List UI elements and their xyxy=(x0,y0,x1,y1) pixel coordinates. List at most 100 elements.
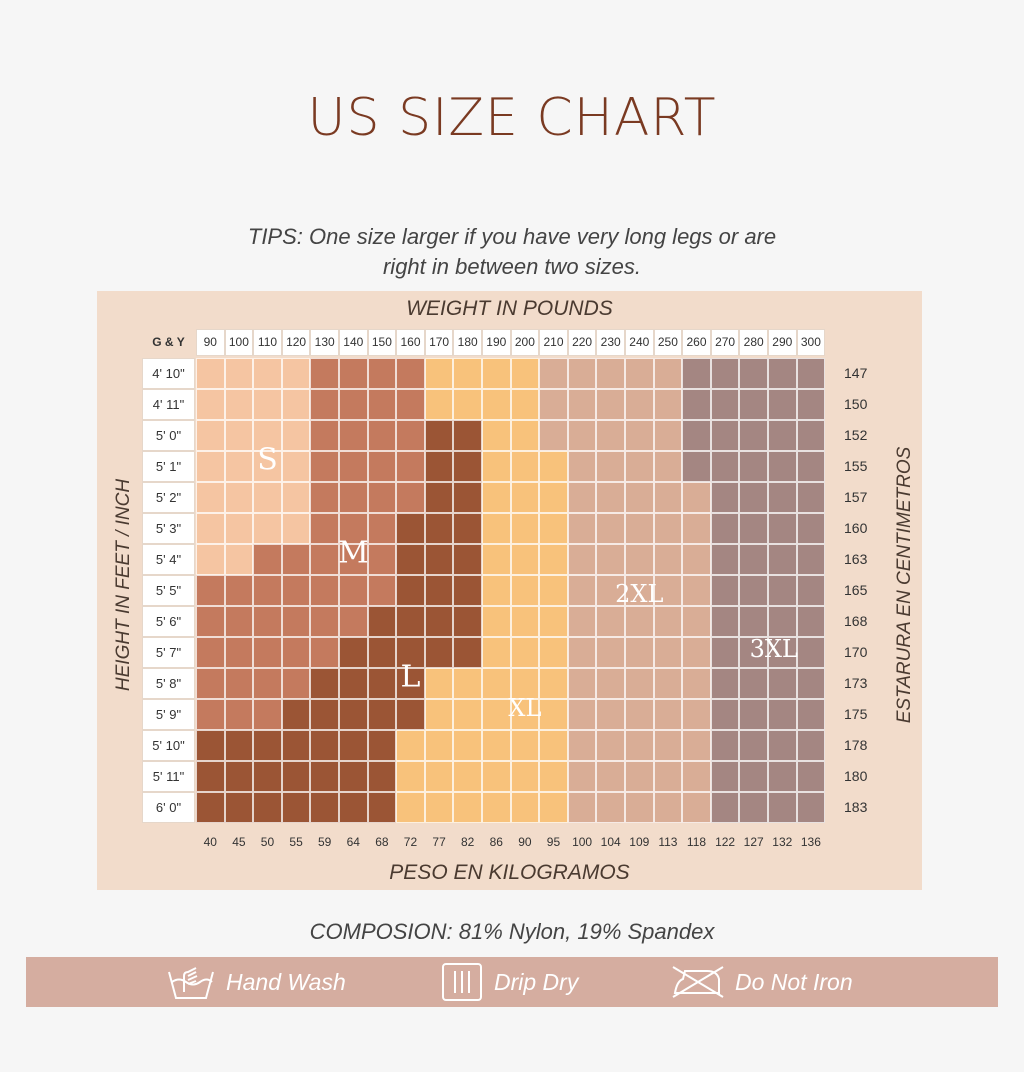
height-tick-label: 5' 5" xyxy=(142,575,195,606)
size-cell xyxy=(625,420,654,451)
size-cell xyxy=(653,637,683,668)
size-cell xyxy=(653,792,683,823)
size-cell xyxy=(539,792,568,823)
size-cell xyxy=(224,699,254,730)
size-cell xyxy=(482,668,511,699)
size-cell xyxy=(310,606,339,637)
size-cell xyxy=(796,389,826,420)
weight-axis-label: WEIGHT IN POUNDS xyxy=(406,297,613,320)
size-cell xyxy=(196,668,225,699)
size-cell xyxy=(339,358,368,389)
size-cell xyxy=(596,637,625,668)
kilogram-tick-label: 127 xyxy=(743,835,764,849)
size-cell xyxy=(567,420,597,451)
size-cell xyxy=(539,451,568,482)
size-cell xyxy=(424,575,454,606)
centimeter-tick-label: 163 xyxy=(844,551,868,567)
size-cell xyxy=(539,730,568,761)
size-cell xyxy=(396,668,425,699)
size-cell xyxy=(682,451,711,482)
size-cell xyxy=(739,637,768,668)
size-cell xyxy=(510,575,540,606)
size-cell xyxy=(253,637,282,668)
pound-tick-label: 130 xyxy=(310,329,339,356)
size-cell xyxy=(453,699,482,730)
size-cell xyxy=(739,606,768,637)
size-cell xyxy=(510,544,540,575)
size-cell xyxy=(281,761,311,792)
page-title: US SIZE CHART xyxy=(307,88,717,148)
kilogram-tick-label: 113 xyxy=(658,835,678,849)
pound-tick-label: 290 xyxy=(768,329,797,356)
size-cell xyxy=(625,637,654,668)
size-cell xyxy=(710,575,740,606)
kilogram-tick-label: 45 xyxy=(232,835,246,849)
size-cell xyxy=(253,358,282,389)
kilogram-tick-label: 109 xyxy=(629,835,650,849)
size-cell xyxy=(310,451,339,482)
pound-tick-label: 120 xyxy=(281,329,311,356)
size-cell xyxy=(253,606,282,637)
height-tick-label: 4' 11" xyxy=(142,389,195,420)
size-cell xyxy=(253,544,282,575)
size-cell xyxy=(396,699,425,730)
size-cell xyxy=(653,358,683,389)
size-cell xyxy=(796,544,826,575)
size-cell xyxy=(224,730,254,761)
pound-tick-label: 100 xyxy=(224,329,254,356)
size-cell xyxy=(482,451,511,482)
size-cell xyxy=(339,668,368,699)
size-cell xyxy=(510,358,540,389)
size-cell xyxy=(768,513,797,544)
size-cell xyxy=(539,606,568,637)
size-cell xyxy=(367,575,397,606)
composition-text: COMPOSION: 81% Nylon, 19% Spandex xyxy=(309,919,715,944)
pound-tick-label: 270 xyxy=(710,329,740,356)
size-cell xyxy=(625,513,654,544)
tips-line-2: right in between two sizes. xyxy=(382,254,642,279)
height-tick-label: 5' 1" xyxy=(142,451,195,482)
kilogram-tick-label: 86 xyxy=(489,835,503,849)
size-cell xyxy=(796,792,826,823)
size-cell xyxy=(768,606,797,637)
size-cell xyxy=(682,699,711,730)
size-cell xyxy=(567,668,597,699)
size-cell xyxy=(567,513,597,544)
centimeter-axis-label: ESTARURA EN CENTIMETROS xyxy=(894,446,915,724)
size-cell xyxy=(539,637,568,668)
size-cell xyxy=(625,792,654,823)
size-cell xyxy=(196,761,225,792)
size-cell xyxy=(710,730,740,761)
pound-tick-label: 140 xyxy=(339,329,368,356)
kilogram-tick-label: 118 xyxy=(686,835,707,849)
size-cell xyxy=(710,482,740,513)
size-cell xyxy=(510,606,540,637)
size-cell xyxy=(739,420,768,451)
size-cell xyxy=(710,637,740,668)
size-region-label: 3XL xyxy=(749,635,798,664)
size-cell xyxy=(367,606,397,637)
size-cell xyxy=(567,792,597,823)
size-cell xyxy=(253,482,282,513)
size-cell xyxy=(310,420,339,451)
centimeter-tick-label: 183 xyxy=(844,799,868,815)
care-item-do-not-iron: Do Not Iron xyxy=(671,957,853,1007)
size-cell xyxy=(596,544,625,575)
size-cell xyxy=(567,730,597,761)
size-cell xyxy=(596,730,625,761)
size-cell xyxy=(281,451,311,482)
size-cell xyxy=(768,389,797,420)
size-cell xyxy=(682,606,711,637)
size-cell xyxy=(224,482,254,513)
kilogram-tick-label: 104 xyxy=(600,835,621,849)
size-cell xyxy=(653,575,683,606)
centimeter-tick-label: 152 xyxy=(844,427,868,443)
size-cell xyxy=(310,761,339,792)
size-cell xyxy=(768,637,797,668)
size-cell xyxy=(510,513,540,544)
size-cell xyxy=(625,389,654,420)
size-cell xyxy=(796,420,826,451)
size-cell xyxy=(424,637,454,668)
kilogram-tick-label: 55 xyxy=(289,835,303,849)
size-cell xyxy=(367,730,397,761)
